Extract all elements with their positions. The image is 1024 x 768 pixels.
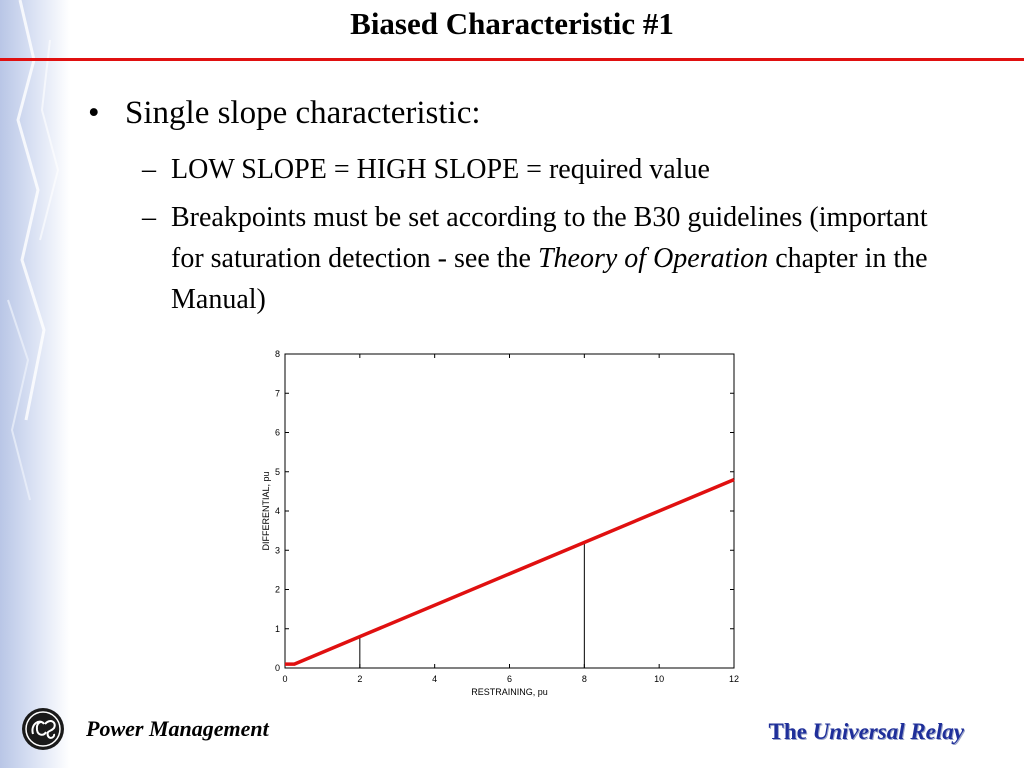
background-strip: [0, 0, 70, 768]
y-tick-label: 1: [275, 624, 280, 634]
sub-bullet-text-part: chapter in the Manual): [171, 243, 928, 315]
chart-breakpoints: [359, 542, 585, 668]
manual-chapter-title: Theory of Operation: [537, 243, 769, 274]
y-tick-label: 2: [275, 585, 280, 595]
page-title: Biased Characteristic #1: [350, 6, 674, 41]
y-tick-label: 3: [275, 545, 280, 555]
y-tick-label: 8: [275, 349, 280, 359]
ge-logo-icon: [20, 706, 66, 757]
footer-product: The Universal Relay: [769, 719, 965, 745]
dash-marker: –: [142, 154, 156, 185]
x-tick-label: 6: [507, 674, 512, 684]
footer-product-prefix: The: [768, 719, 813, 744]
title-rule: [0, 58, 1024, 61]
sub-bullet-text-part: Breakpoints must be set according to the…: [171, 202, 928, 274]
dash-marker: –: [142, 202, 156, 233]
x-tick-label: 10: [654, 674, 664, 684]
footer-product-name: Universal Relay: [812, 719, 964, 744]
lightning-decoration: [7, 0, 60, 501]
series-line: [285, 477, 735, 666]
plot-frame: [284, 353, 735, 669]
x-tick-label: 8: [582, 674, 587, 684]
x-tick-label: 12: [729, 674, 739, 684]
bullet-text: Single slope characteristic:: [125, 95, 481, 131]
sub-bullet-text: Breakpoints must be set according to the…: [171, 197, 931, 320]
y-tick-label: 7: [275, 388, 280, 398]
x-tick-label: 0: [282, 674, 287, 684]
y-tick-label: 4: [275, 506, 280, 516]
x-tick-label: 2: [357, 674, 362, 684]
y-tick-label: 6: [275, 428, 280, 438]
x-axis-label: RESTRAINING, pu: [471, 687, 548, 697]
y-tick-label: 0: [275, 663, 280, 673]
bullet-marker: •: [88, 95, 100, 131]
y-axis-label: DIFFERENTIAL, pu: [261, 471, 271, 550]
x-tick-label: 4: [432, 674, 437, 684]
sub-bullet-text: LOW SLOPE = HIGH SLOPE = required value: [171, 154, 710, 185]
y-tick-label: 5: [275, 467, 280, 477]
footer-brand: Power Management: [86, 716, 269, 741]
